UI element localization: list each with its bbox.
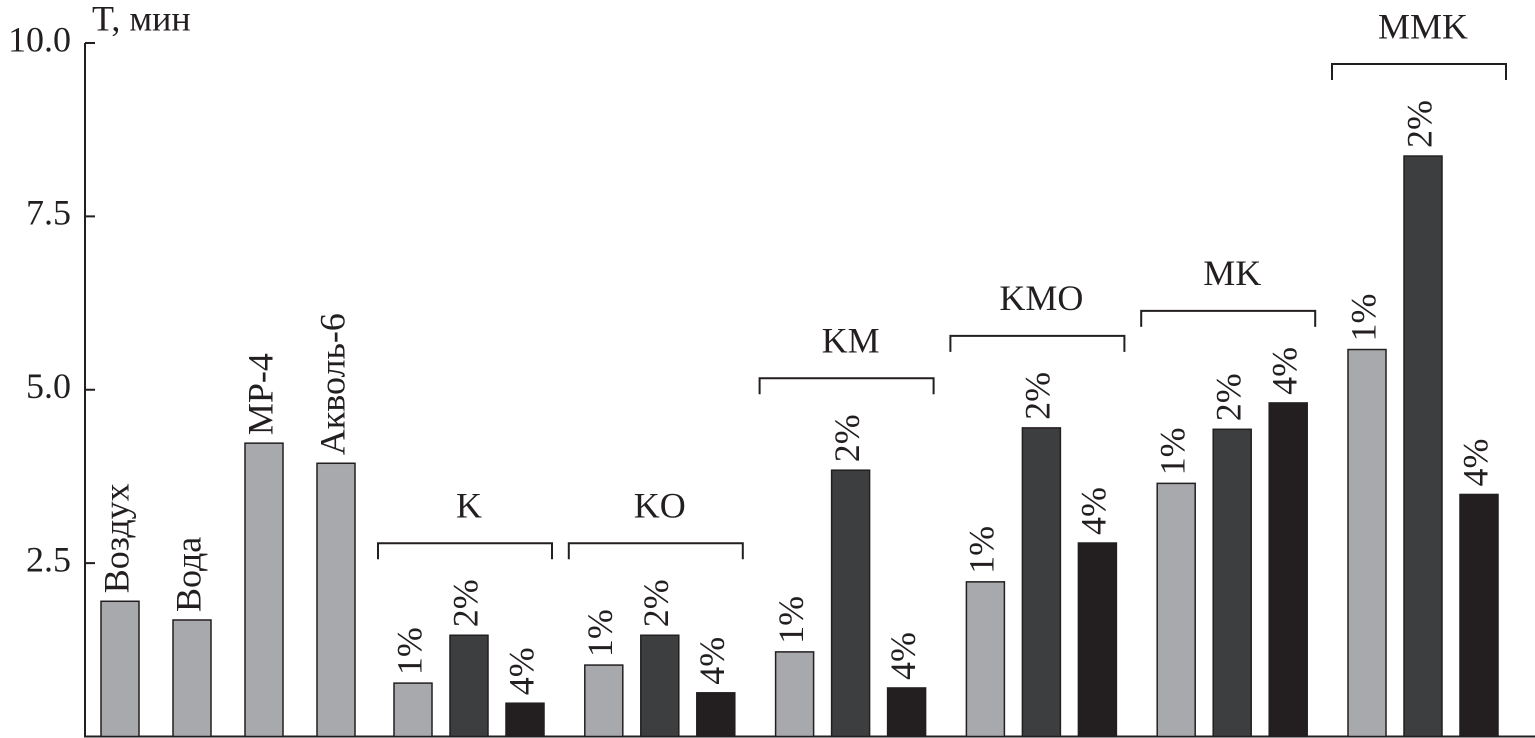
bar-label: МР-4 [240,353,280,435]
bar-label: 2% [827,414,867,462]
bar [696,692,736,738]
group-bracket [1140,309,1317,327]
bar-label: 4% [1264,347,1304,395]
group-bracket [567,542,744,560]
bar-label: 4% [1455,438,1495,486]
group-bracket [949,334,1126,352]
bar [100,600,140,738]
bar [172,619,212,738]
bar-label: 4% [501,647,541,695]
bar-label: 1% [580,609,620,657]
bar [1459,493,1499,738]
y-tick-label: 10.0 [8,19,71,59]
bar [449,634,489,738]
bar [1347,348,1387,738]
group-label: K [456,486,482,526]
bar [1212,428,1252,738]
bar [1403,155,1443,738]
bar-label: 4% [883,632,923,680]
bar [1077,542,1118,738]
group-label: KM [822,320,880,360]
bar-label: 4% [1074,487,1114,535]
bar-label: 2% [1018,372,1058,420]
bar-label: 1% [389,627,429,675]
bar [393,682,433,738]
bar-label: 2% [1399,100,1439,148]
group-bracket [377,542,553,560]
group-bracket [1331,63,1507,81]
bar [505,702,545,738]
bar-label: Акволь-6 [312,313,352,455]
group-label: KMO [999,278,1083,318]
bar [640,634,680,738]
bar [316,462,356,738]
bar-label: 2% [1208,373,1248,421]
group-label: KO [634,486,686,526]
bar [1268,402,1308,738]
bar-label: 4% [692,637,732,685]
group-bracket [758,377,935,395]
bar-label: 1% [1343,294,1383,342]
y-tick-label: 7.5 [26,193,71,233]
y-tick-label: 5.0 [26,366,71,406]
bar [1156,482,1196,738]
bar-label: 1% [771,596,811,644]
group-label: MK [1203,253,1261,293]
bar [244,442,284,738]
y-tick-label: 2.5 [26,539,71,579]
bar [886,687,927,738]
bar-label: Воздух [96,483,136,593]
group-label: MMK [1378,6,1468,46]
bar [1021,427,1062,738]
bar-label: 2% [636,579,676,627]
bar [584,664,624,738]
bar-label: 2% [445,579,485,627]
bar-label: 1% [962,526,1002,574]
bar [965,581,1006,738]
bar [830,469,871,738]
bar-label: 1% [1152,427,1192,475]
bar-label: Вода [168,537,208,612]
y-axis-label: T, мин [92,0,191,38]
bar [774,651,815,738]
